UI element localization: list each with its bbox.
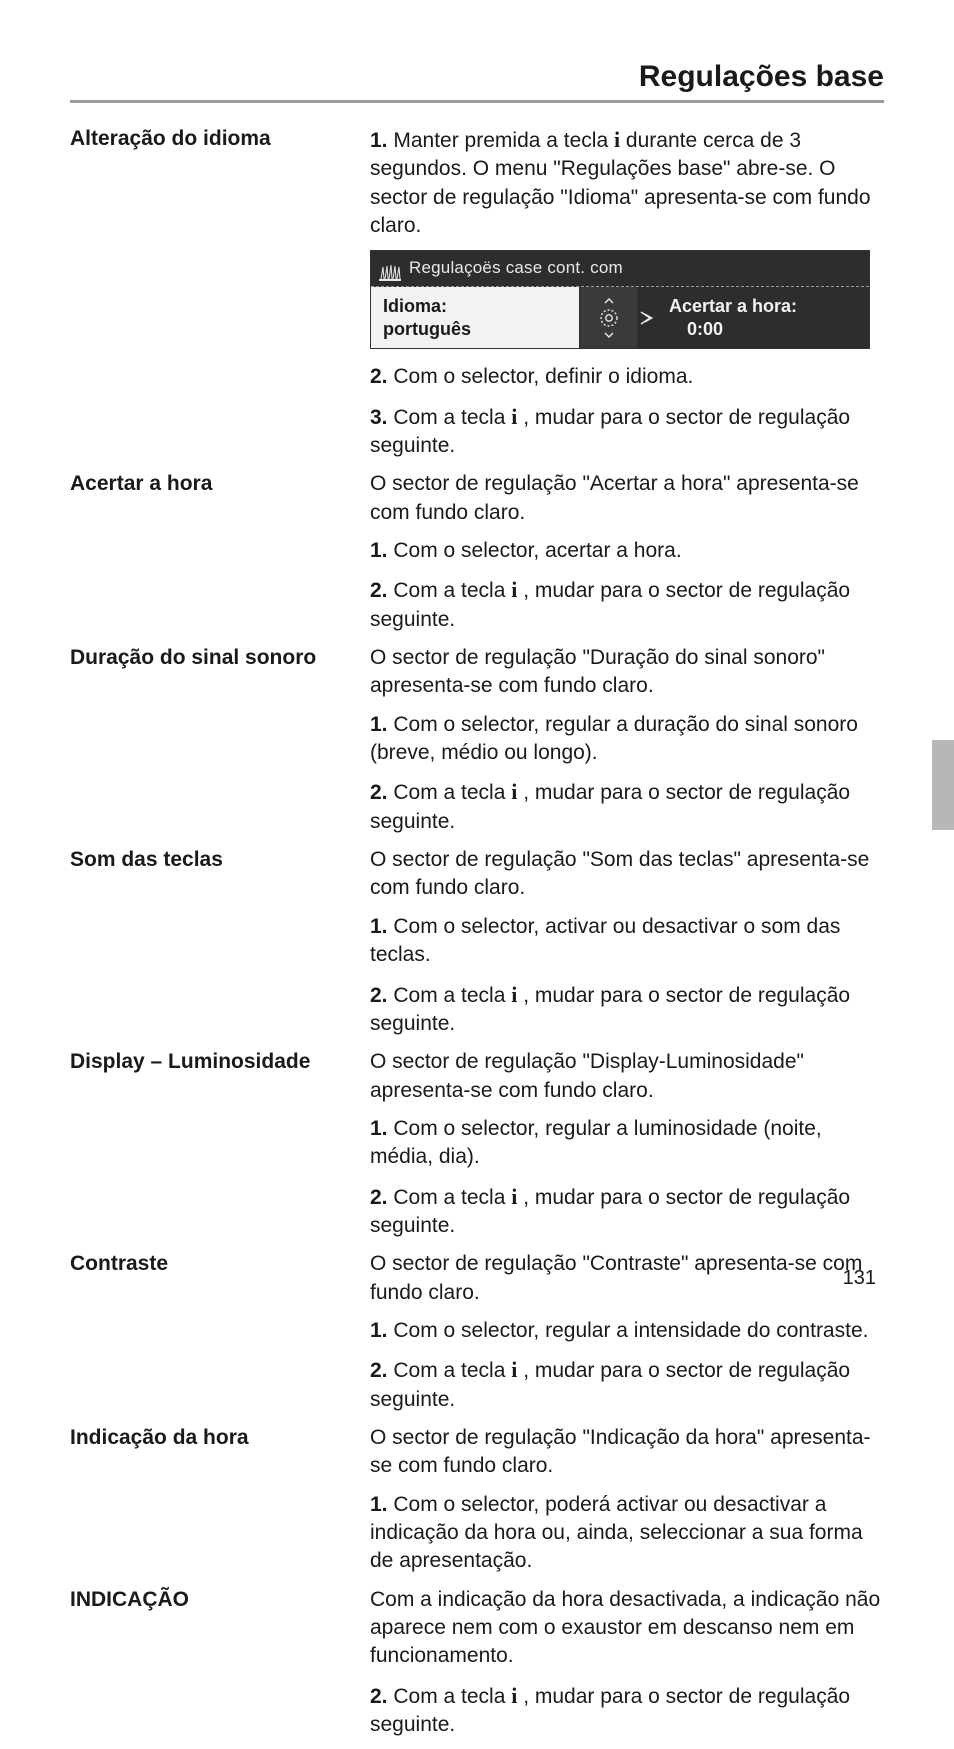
lcd-body: Idioma: português [371, 287, 869, 348]
section-label: Contraste [70, 1250, 370, 1277]
section-indicacao: INDICAÇÃO Com a indicação da hora desact… [70, 1586, 884, 1740]
text: Com o selector, regular a duração do sin… [370, 713, 858, 764]
lcd-left-l2: português [383, 318, 567, 341]
step-1: 1. Com o selector, activar ou desactivar… [370, 913, 884, 970]
step-2: 2. Com a tecla i , mudar para o sector d… [370, 1355, 884, 1414]
section-indhora: Indicação da hora O sector de regulação … [70, 1424, 884, 1576]
section-body: O sector de regulação "Som das teclas" a… [370, 846, 884, 1038]
step-num: 1. [370, 1319, 388, 1342]
intro: O sector de regulação "Som das teclas" a… [370, 846, 884, 903]
text-pre: Com a tecla [393, 1685, 511, 1708]
text: Com o selector, poderá activar ou desact… [370, 1493, 863, 1573]
step-num: 2. [370, 365, 388, 388]
section-duracao: Duração do sinal sonoro O sector de regu… [70, 644, 884, 836]
step-2: 2. Com a tecla i , mudar para o sector d… [370, 1182, 884, 1241]
lcd-right-l2: 0:00 [669, 318, 857, 341]
text-pre: Com a tecla [393, 579, 511, 602]
side-tab [932, 740, 954, 830]
step-num: 1. [370, 713, 388, 736]
step-num: 3. [370, 406, 388, 429]
step-num: 1. [370, 915, 388, 938]
section-label: Duração do sinal sonoro [70, 644, 370, 671]
step-2: 2. Com a tecla i , mudar para o sector d… [370, 980, 884, 1039]
header-rule [70, 100, 884, 103]
text: Com o selector, activar ou desactivar o … [370, 915, 840, 966]
text: Com o selector, regular a luminosidade (… [370, 1117, 822, 1168]
lcd-title: Regulaçoës case cont. com [409, 257, 623, 280]
step-num: 2. [370, 1186, 388, 1209]
section-display: Display – Luminosidade O sector de regul… [70, 1048, 884, 1240]
section-label: Alteração do idioma [70, 125, 370, 152]
section-body: O sector de regulação "Acertar a hora" a… [370, 470, 884, 634]
step-num: 2. [370, 781, 388, 804]
step-1: 1. Com o selector, regular a duração do … [370, 711, 884, 768]
section-body: O sector de regulação "Duração do sinal … [370, 644, 884, 836]
step-1: 1. Com o selector, regular a luminosidad… [370, 1115, 884, 1172]
lcd-top-bar: Regulaçoës case cont. com [371, 251, 869, 287]
intro: O sector de regulação "Contraste" aprese… [370, 1250, 884, 1307]
step-1: 1. Com o selector, poderá activar ou des… [370, 1491, 884, 1576]
section-contraste: Contraste O sector de regulação "Contras… [70, 1250, 884, 1414]
step-num: 2. [370, 579, 388, 602]
section-body: O sector de regulação "Indicação da hora… [370, 1424, 884, 1576]
step-num: 2. [370, 1359, 388, 1382]
page-number: 131 [843, 1267, 876, 1290]
section-acertar: Acertar a hora O sector de regulação "Ac… [70, 470, 884, 634]
step-num: 1. [370, 129, 388, 152]
text: Com o selector, definir o idioma. [393, 365, 693, 388]
section-label: Display – Luminosidade [70, 1048, 370, 1075]
text-pre: Com a tecla [393, 781, 511, 804]
step-2: 2. Com a tecla i , mudar para o sector d… [370, 1681, 884, 1740]
section-label: Indicação da hora [70, 1424, 370, 1451]
step-2: 2. Com o selector, definir o idioma. [370, 363, 884, 391]
step-1: 1. Com o selector, acertar a hora. [370, 537, 884, 565]
intro: O sector de regulação "Display-Luminosid… [370, 1048, 884, 1105]
section-body: O sector de regulação "Contraste" aprese… [370, 1250, 884, 1414]
lcd-left-l1: Idioma: [383, 295, 567, 318]
step-2: 2. Com a tecla i , mudar para o sector d… [370, 777, 884, 836]
step-num: 1. [370, 1117, 388, 1140]
text-pre: Com a tecla [393, 984, 511, 1007]
lcd-arrow-icon [637, 287, 657, 348]
step-1: 1. Manter premida a tecla i durante cerc… [370, 125, 884, 240]
text-pre: Com a tecla [393, 1186, 511, 1209]
lcd-right-l1: Acertar a hora: [669, 295, 857, 318]
step-3: 3. Com a tecla i , mudar para o sector d… [370, 402, 884, 461]
step-num: 1. [370, 539, 388, 562]
step-num: 2. [370, 1685, 388, 1708]
section-body: O sector de regulação "Display-Luminosid… [370, 1048, 884, 1240]
text: Com o selector, acertar a hora. [393, 539, 681, 562]
intro: O sector de regulação "Acertar a hora" a… [370, 470, 884, 527]
text-pre: Com a tecla [393, 1359, 511, 1382]
section-alteracao: Alteração do idioma 1. Manter premida a … [70, 125, 884, 460]
section-body: 1. Manter premida a tecla i durante cerc… [370, 125, 884, 460]
section-label: Acertar a hora [70, 470, 370, 497]
page-title: Regulações base [70, 60, 884, 94]
page: Regulações base Alteração do idioma 1. M… [0, 0, 954, 1326]
intro: O sector de regulação "Indicação da hora… [370, 1424, 884, 1481]
step-num: 1. [370, 1493, 388, 1516]
intro: Com a indicação da hora desactivada, a i… [370, 1586, 884, 1671]
lcd-right: Acertar a hora: 0:00 [657, 287, 869, 348]
section-body: Com a indicação da hora desactivada, a i… [370, 1586, 884, 1740]
lcd-panel: Regulaçoës case cont. com Idioma: portug… [370, 250, 870, 349]
step-1: 1. Com o selector, regular a intensidade… [370, 1317, 884, 1345]
text: Com o selector, regular a intensidade do… [393, 1319, 868, 1342]
step-num: 2. [370, 984, 388, 1007]
lcd-left: Idioma: português [371, 287, 581, 348]
fan-icon [379, 261, 401, 277]
text-pre: Manter premida a tecla [393, 129, 614, 152]
content-rows: Alteração do idioma 1. Manter premida a … [70, 125, 884, 1749]
step-2: 2. Com a tecla i , mudar para o sector d… [370, 575, 884, 634]
text-pre: Com a tecla [393, 406, 511, 429]
intro: O sector de regulação "Duração do sinal … [370, 644, 884, 701]
section-label: Som das teclas [70, 846, 370, 873]
section-label: INDICAÇÃO [70, 1586, 370, 1613]
lcd-dial-icon [581, 287, 637, 348]
section-som: Som das teclas O sector de regulação "So… [70, 846, 884, 1038]
